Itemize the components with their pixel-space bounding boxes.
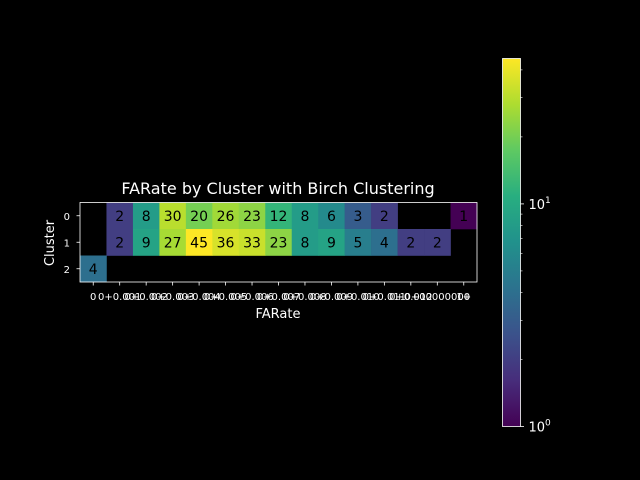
cell-value-label: 2 [380,209,389,225]
heatmap-cells: 2 8 30 20 26 23 12 8 6 3 2 12 9 27 45 36 33 23 8 9 5 4 2 24 [80,202,478,283]
heatmap-cell [159,202,187,230]
cell-value-label: 23 [243,209,261,225]
heatmap-cell [185,229,213,256]
x-axis-ticks: 0 0+0.0010+0.0020+0.0030+0.0040+0.0050+0.… [90,282,471,303]
heatmap-cell [424,229,451,256]
cell-value-label: 12 [270,209,288,225]
cell-value-label: 9 [327,235,336,251]
chart-title: FARate by Cluster with Birch Clustering [121,179,434,198]
heatmap-cell [344,202,372,230]
heatmap-cell [344,229,372,256]
cell-value-label: 8 [301,235,310,251]
x-tick-label: 0+0.009 [310,292,353,303]
cell-value-label: 1 [459,209,468,225]
cell-value-label: 23 [270,235,288,251]
heatmap-cell [291,202,319,230]
x-tick-label: 0+0.001 [98,292,141,303]
cell-value-label: 8 [142,209,151,225]
x-tick-label: 0+0.005 [204,292,247,303]
cell-value-label: 2 [406,235,415,251]
cell-value-label: 27 [164,235,182,251]
colorbar-ticks: 100 101 [520,69,552,436]
cell-value-label: 4 [89,262,98,278]
heatmap-cell [212,229,240,256]
x-tick-label: 0+0.008 [283,292,326,303]
cell-value-label: 20 [190,209,208,225]
x-axis-label: FARate [256,307,301,322]
heatmap-cell [106,229,134,256]
x-tick-label: 0+0.003 [151,292,194,303]
y-tick-label: 0 [64,212,70,223]
heatmap-cell [318,229,345,256]
x-tick-label: 0+0.012 [389,292,432,303]
x-tick-label: 0 [90,292,96,303]
heatmap-cell [80,255,107,283]
cell-value-label: 45 [190,235,208,251]
cell-value-label: 2 [115,209,124,225]
colorbar-gradient [502,58,521,427]
heatmap-cell [132,202,160,230]
heatmap-cell [450,202,478,230]
cell-value-label: 30 [164,209,182,225]
y-axis-ticks: 0 1 2 [64,212,80,276]
cell-value-label: 8 [301,209,310,225]
heatmap-cell [291,229,319,256]
x-tick-label: 1+ [456,292,471,303]
heatmap-cell [238,229,266,256]
cell-value-label: 33 [243,235,261,251]
cell-value-label: 2 [433,235,442,251]
y-tick-label: 2 [64,265,70,276]
heatmap-cell [265,229,293,256]
heatmap-cell [371,202,398,230]
heatmap-cell [132,229,160,256]
y-axis-label: Cluster [43,219,58,266]
cell-value-label: 4 [380,235,389,251]
x-tick-label: 0+0.010 [336,292,379,303]
heatmap-cell [159,229,187,256]
x-tick-label: 0+0.002 [124,292,167,303]
x-tick-label: 0+0.007 [257,292,300,303]
cell-value-label: 2 [115,235,124,251]
heatmap-cell [212,202,240,230]
colorbar-tick-label: 101 [529,196,551,213]
heatmap-cell [185,202,213,230]
heatmap-cell [238,202,266,230]
x-tick-label: 0+0.004 [177,292,220,303]
x-tick-label: 0+0.006 [230,292,273,303]
heatmap-cell [265,202,293,230]
cell-value-label: 6 [327,209,336,225]
cell-value-label: 5 [353,235,362,251]
cell-value-label: 26 [217,209,235,225]
colorbar: 100 101 [502,58,552,436]
y-tick-label: 1 [64,238,70,249]
cell-value-label: 9 [142,235,151,251]
cell-value-label: 3 [353,209,362,225]
heatmap-cell [371,229,398,256]
cell-value-label: 36 [217,235,235,251]
colorbar-tick-label: 100 [529,419,552,436]
heatmap-cell [397,229,425,256]
x-tick-label: 0+0.011 [363,292,406,303]
x-tick-label: 0+00000000 [404,292,470,303]
heatmap-cell [106,202,134,230]
heatmap-cell [318,202,345,230]
plot-frame [79,202,478,283]
